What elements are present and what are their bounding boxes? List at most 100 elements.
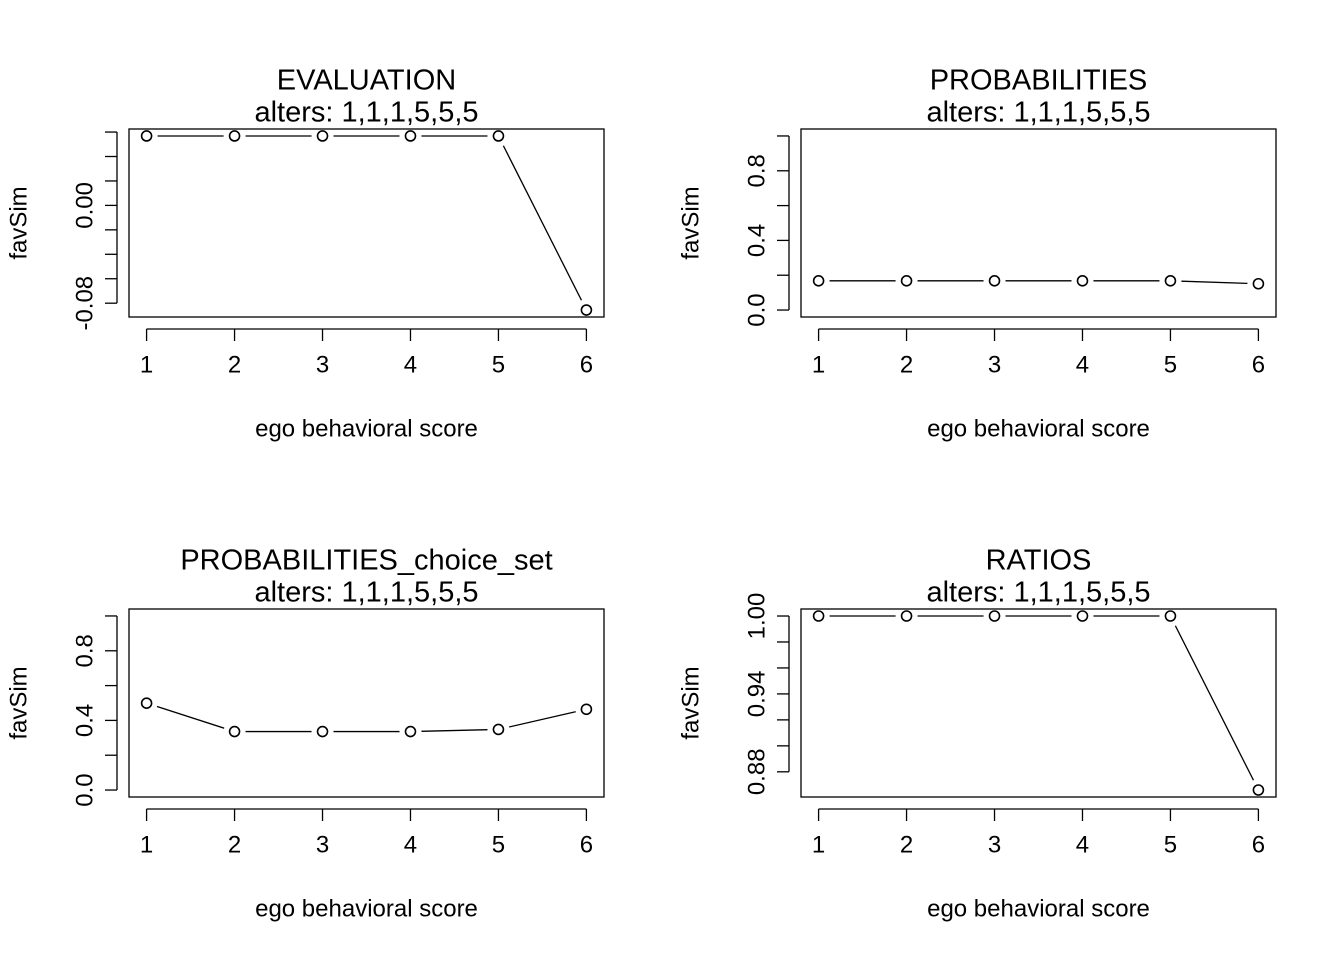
point-gap [807, 605, 830, 628]
x-tick-label: 2 [900, 351, 913, 378]
point [900, 274, 913, 287]
point [316, 725, 329, 738]
chart-title: EVALUATION [277, 65, 456, 97]
chart-subtitle: alters: 1,1,1,5,5,5 [254, 577, 478, 609]
chart-title: RATIOS [986, 545, 1092, 577]
x-tick-label: 1 [812, 351, 825, 378]
point [1252, 784, 1265, 796]
x-tick-label: 5 [492, 351, 505, 378]
point [228, 725, 241, 738]
x-tick-label: 6 [580, 831, 593, 858]
y-tick-label: 0.4 [743, 224, 770, 257]
point [1076, 274, 1089, 287]
y-tick-label: 0.8 [71, 634, 98, 667]
point [1164, 610, 1177, 622]
x-tick-label: 3 [988, 831, 1001, 858]
point-gap [1247, 272, 1270, 295]
x-tick-label: 4 [404, 351, 417, 378]
point [316, 130, 329, 142]
plot-box [128, 608, 605, 798]
point-gap [311, 124, 334, 147]
point [1164, 274, 1177, 287]
chart-subtitle: alters: 1,1,1,5,5,5 [926, 577, 1150, 609]
x-tick-label: 4 [404, 831, 417, 858]
x-tick-label: 1 [140, 351, 153, 378]
chart-title: PROBABILITIES [930, 65, 1148, 97]
point-gap [311, 720, 334, 743]
point-gap [807, 269, 830, 292]
x-tick-label: 3 [988, 351, 1001, 378]
point-gap [135, 124, 158, 147]
point [988, 274, 1001, 287]
x-tick-label: 5 [1164, 831, 1177, 858]
x-tick-label: 2 [228, 831, 241, 858]
point-gap [895, 605, 918, 628]
point [228, 130, 241, 142]
point-gap [1159, 605, 1182, 628]
y-tick-label: 0.88 [743, 748, 770, 795]
point-gap [575, 698, 598, 721]
y-tick-label: 0.94 [743, 671, 770, 718]
x-axis-label: ego behavioral score [927, 895, 1150, 922]
y-tick-label: 0.0 [743, 293, 770, 326]
y-tick-label: 0.8 [743, 154, 770, 187]
point-gap [1071, 269, 1094, 292]
y-tick-label: 0.00 [71, 182, 98, 229]
y-tick-label: 0.4 [71, 704, 98, 737]
point [140, 697, 153, 709]
x-tick-label: 1 [812, 831, 825, 858]
chart-subtitle: alters: 1,1,1,5,5,5 [926, 97, 1150, 129]
x-tick-label: 4 [1076, 351, 1089, 378]
point [812, 610, 825, 622]
point [1076, 610, 1089, 622]
plot-box [800, 608, 1277, 798]
y-axis-label: favSim [677, 186, 704, 259]
chart-title: PROBABILITIES_choice_set [180, 545, 552, 577]
plot-box [800, 128, 1277, 318]
x-axis-label: ego behavioral score [927, 415, 1150, 442]
point-gap [895, 269, 918, 292]
point-gap [135, 692, 158, 715]
y-axis-label: favSim [5, 666, 32, 739]
point-gap [399, 124, 422, 147]
series-line [818, 615, 1259, 791]
point-gap [1247, 778, 1270, 801]
x-tick-label: 3 [316, 831, 329, 858]
point [404, 725, 417, 738]
x-tick-label: 4 [1076, 831, 1089, 858]
point-gap [487, 124, 510, 147]
y-axis-label: favSim [5, 186, 32, 259]
x-tick-label: 6 [580, 351, 593, 378]
point-gap [223, 124, 246, 147]
point-gap [983, 269, 1006, 292]
series-line [818, 280, 1259, 285]
point [580, 703, 593, 716]
point [812, 274, 825, 287]
plot-box [128, 128, 605, 318]
series-line [146, 702, 587, 733]
x-axis-label: ego behavioral score [255, 895, 478, 922]
point-gap [1071, 605, 1094, 628]
point-gap [983, 605, 1006, 628]
y-axis-label: favSim [677, 666, 704, 739]
point [404, 130, 417, 142]
y-tick-label: -0.08 [71, 276, 98, 331]
point [580, 304, 593, 316]
x-tick-label: 2 [900, 831, 913, 858]
point [492, 130, 505, 142]
series-line [146, 135, 587, 311]
y-tick-label: 1.00 [743, 593, 770, 640]
point-gap [487, 718, 510, 741]
point-gap [1159, 269, 1182, 292]
point-gap [575, 299, 598, 322]
point-gap [399, 720, 422, 743]
point-gap [223, 720, 246, 743]
x-tick-label: 1 [140, 831, 153, 858]
x-tick-label: 2 [228, 351, 241, 378]
x-tick-label: 5 [1164, 351, 1177, 378]
x-axis-label: ego behavioral score [255, 415, 478, 442]
point [492, 723, 505, 736]
x-tick-label: 3 [316, 351, 329, 378]
point [900, 610, 913, 622]
